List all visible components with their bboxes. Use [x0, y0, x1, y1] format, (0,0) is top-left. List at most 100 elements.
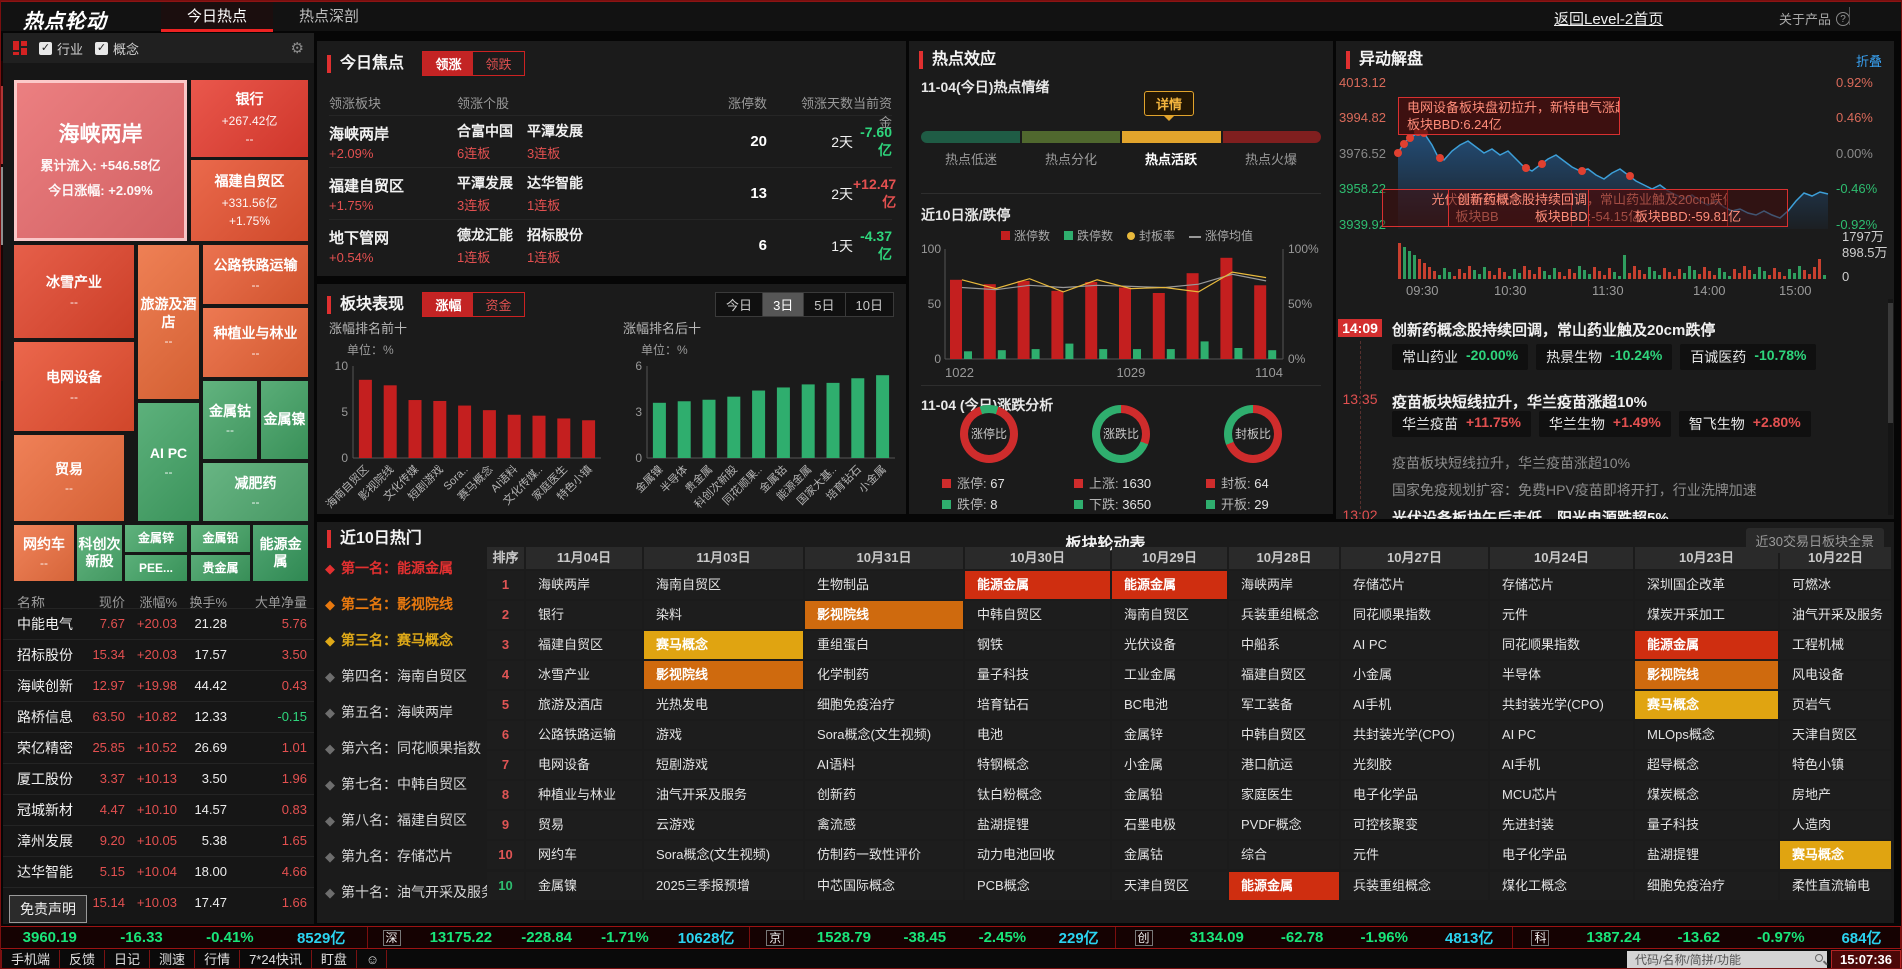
stock-chip[interactable]: 常山药业 -20.00% [1392, 344, 1529, 370]
rotation-cell[interactable]: 细胞免疫治疗 [1635, 872, 1778, 900]
focus-stock[interactable]: 招标股份 1连板 [527, 225, 583, 266]
rotation-cell[interactable]: 能源金属 [1635, 631, 1778, 659]
rotation-cell[interactable]: 海峡两岸 [526, 571, 642, 599]
rotation-cell[interactable]: 海南自贸区 [1112, 601, 1227, 629]
treemap-block[interactable]: 福建自贸区 +331.56亿 +1.75% [191, 160, 308, 241]
rotation-cell[interactable]: 能源金属 [1229, 872, 1339, 900]
ranking-item[interactable]: ◆ 第二名：影视院线 [325, 596, 453, 612]
rotation-cell[interactable]: 电网设备 [526, 751, 642, 779]
treemap-block[interactable]: 金属锌 [125, 525, 187, 552]
treemap-block[interactable]: 海峡两岸 累计流入: +546.58亿 今日涨幅: +2.09% [14, 80, 187, 241]
rotation-cell[interactable]: 仿制药一致性评价 [805, 841, 963, 869]
rotation-cell[interactable]: 天津自贸区 [1112, 872, 1227, 900]
rotation-cell[interactable]: 港口航运 [1229, 751, 1339, 779]
ranking-item[interactable]: ◆ 第一名：能源金属 [325, 560, 453, 576]
rotation-cell[interactable]: 房地产 [1780, 781, 1891, 809]
stock-chip[interactable]: 华兰生物 +1.49% [1538, 411, 1671, 437]
rotation-cell[interactable]: 光伏设备 [1112, 631, 1227, 659]
status-item-4[interactable]: 行情 [195, 950, 241, 968]
stock-row[interactable]: 15.14 +10.03 17.47 1.66 [3, 887, 314, 917]
rotation-cell[interactable]: PVDF概念 [1229, 811, 1339, 839]
ranking-item[interactable]: ◆ 第十名：油气开采及服务 [325, 884, 495, 900]
filter-concept[interactable]: ✓ 概念 [95, 39, 139, 58]
rotation-cell[interactable]: 可燃冰 [1780, 571, 1891, 599]
rotation-cell[interactable]: AI语料 [805, 751, 963, 779]
period-今日[interactable]: 今日 [726, 298, 753, 313]
rotation-cell[interactable]: 先进封装 [1490, 811, 1633, 839]
period-3日[interactable]: 3日 [762, 293, 804, 316]
rotation-cell[interactable]: 风电设备 [1780, 661, 1891, 689]
rotation-cell[interactable]: 染料 [644, 601, 803, 629]
focus-stock[interactable]: 德龙汇能 1连板 [457, 225, 513, 266]
stock-row[interactable]: 海峡创新 12.97 +19.98 44.42 0.43 [3, 670, 314, 700]
gear-icon[interactable]: ⚙ [290, 40, 304, 57]
rotation-cell[interactable]: 海南自贸区 [644, 571, 803, 599]
stock-chip[interactable]: 热景生物 -10.24% [1536, 344, 1673, 370]
treemap-block[interactable]: 减肥药 -- [203, 463, 308, 521]
stock-chip[interactable]: 华兰疫苗 +11.75% [1392, 411, 1531, 437]
rotation-cell[interactable]: 深圳国企改革 [1635, 571, 1778, 599]
news-scrollbar[interactable] [1888, 299, 1893, 515]
stock-chip[interactable]: 百诚医药 -10.78% [1680, 344, 1817, 370]
face-icon[interactable]: ☺ [357, 950, 387, 968]
ranking-item[interactable]: ◆ 第六名：同花顺果指数 [325, 740, 481, 756]
rotation-cell[interactable]: 中韩自贸区 [1229, 721, 1339, 749]
rotation-cell[interactable]: 动力电池回收 [965, 841, 1110, 869]
rotation-cell[interactable]: 煤炭开采加工 [1635, 601, 1778, 629]
rotation-cell[interactable]: 银行 [526, 601, 642, 629]
rotation-cell[interactable]: 页岩气 [1780, 691, 1891, 719]
rotation-cell[interactable]: 网约车 [526, 841, 642, 869]
stock-chip[interactable]: 智飞生物 +2.80% [1678, 411, 1811, 437]
rotation-cell[interactable]: 云游戏 [644, 811, 803, 839]
focus-row[interactable]: 地下管网 +0.54% 德龙汇能 1连板 招标股份 1连板 6 1天 -4.37亿 [329, 219, 892, 271]
rotation-cell[interactable]: 游戏 [644, 721, 803, 749]
rotation-cell[interactable]: 油气开采及服务 [1780, 601, 1891, 629]
treemap-block[interactable]: 电网设备 -- [14, 342, 134, 431]
rotation-cell[interactable]: 共封装光学(CPO) [1341, 721, 1488, 749]
help-icon[interactable]: ? [1836, 11, 1851, 26]
rotation-cell[interactable]: Sora概念(文生视频) [644, 841, 803, 869]
stock-row[interactable]: 漳州发展 9.20 +10.05 5.38 1.65 [3, 825, 314, 855]
treemap-block[interactable]: 银行 +267.42亿 -- [191, 80, 308, 157]
rotation-cell[interactable]: 电子化学品 [1341, 781, 1488, 809]
rotation-cell[interactable]: 同花顺果指数 [1341, 601, 1488, 629]
treemap-block[interactable]: 公路铁路运输 -- [203, 245, 308, 304]
rotation-cell[interactable]: 创新药 [805, 781, 963, 809]
rotation-cell[interactable]: 工程机械 [1780, 631, 1891, 659]
focus-stock[interactable]: 平潭发展 3连板 [527, 121, 583, 162]
rotation-cell[interactable]: 人造肉 [1780, 811, 1891, 839]
ranking-item[interactable]: ◆ 第八名：福建自贸区 [325, 812, 467, 828]
search-input[interactable]: 代码/名称/简拼/功能 [1627, 951, 1827, 968]
stock-row[interactable]: 路桥信息 63.50 +10.82 12.33 -0.15 [3, 701, 314, 731]
rotation-cell[interactable]: 兵装重组概念 [1341, 872, 1488, 900]
rotation-cell[interactable]: 综合 [1229, 841, 1339, 869]
stock-row[interactable]: 冠城新材 4.47 +10.10 14.57 0.83 [3, 794, 314, 824]
rotation-cell[interactable]: 赛马概念 [1780, 841, 1891, 869]
rotation-cell[interactable]: 中韩自贸区 [965, 601, 1110, 629]
rotation-cell[interactable]: 中芯国际概念 [805, 872, 963, 900]
tab-today-hot[interactable]: 今日热点 [161, 2, 274, 32]
rotation-cell[interactable]: AI PC [1490, 721, 1633, 749]
treemap-block[interactable]: PEE... [125, 555, 187, 581]
rotation-cell[interactable]: 共封装光学(CPO) [1490, 691, 1633, 719]
rotation-cell[interactable]: AI手机 [1490, 751, 1633, 779]
rotation-cell[interactable]: 军工装备 [1229, 691, 1339, 719]
rotation-cell[interactable]: 油气开采及服务 [644, 781, 803, 809]
status-item-3[interactable]: 测速 [150, 950, 196, 968]
rotation-cell[interactable]: 金属锌 [1112, 721, 1227, 749]
rotation-cell[interactable]: 福建自贸区 [1229, 661, 1339, 689]
rotation-cell[interactable]: Sora概念(文生视频) [805, 721, 963, 749]
rotation-cell[interactable]: 培育钻石 [965, 691, 1110, 719]
focus-row[interactable]: 福建自贸区 +1.75% 平潭发展 3连板 达华智能 1连板 13 2天 +12.47亿 [329, 167, 896, 219]
status-item-5[interactable]: 7*24快讯 [240, 950, 312, 968]
rotation-cell[interactable]: 煤化工概念 [1490, 872, 1633, 900]
rotation-cell[interactable]: PCB概念 [965, 872, 1110, 900]
stock-row[interactable]: 中能电气 7.67 +20.03 21.28 5.76 [3, 608, 314, 638]
treemap-block[interactable]: 旅游及酒店 -- [138, 245, 199, 399]
rotation-cell[interactable]: 量子科技 [965, 661, 1110, 689]
rotation-cell[interactable]: 光刻胶 [1341, 751, 1488, 779]
rotation-cell[interactable]: MLOps概念 [1635, 721, 1778, 749]
back-to-level2-link[interactable]: 返回Level-2首页 [1554, 11, 1664, 28]
status-item-0[interactable]: 手机端 [1, 950, 61, 968]
ranking-item[interactable]: ◆ 第五名：海峡两岸 [325, 704, 453, 720]
